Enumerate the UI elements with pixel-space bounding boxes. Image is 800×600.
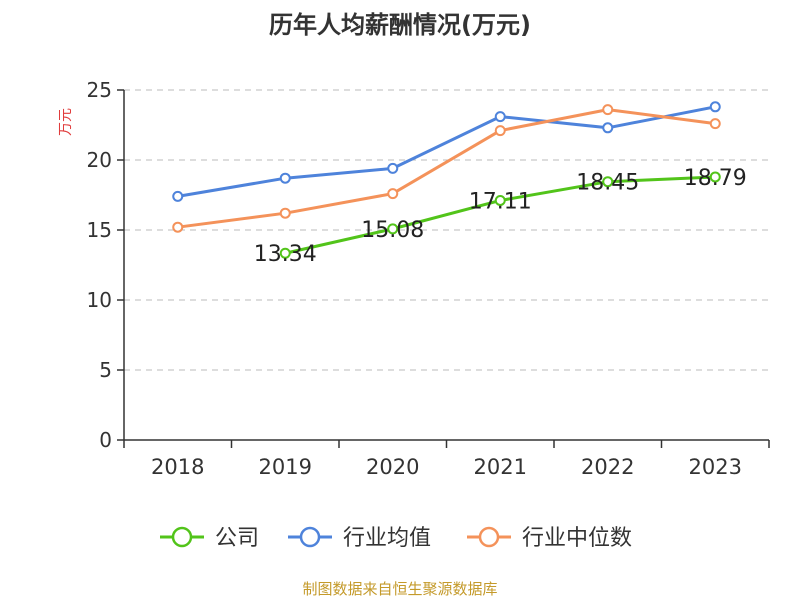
legend-label: 行业均值: [343, 526, 431, 551]
data-label: 15.08: [361, 218, 424, 243]
legend-marker: [478, 526, 500, 548]
data-label: 18.79: [684, 166, 747, 191]
x-tick-labels: 2018 2019 2020 2021 2022 2023: [151, 455, 742, 479]
data-point: [172, 221, 184, 233]
data-point: [602, 176, 614, 188]
axes: [117, 89, 770, 448]
x-tick-label: 2019: [259, 455, 312, 479]
y-tick-label: 0: [99, 428, 112, 452]
data-point: [709, 171, 721, 183]
y-tick-label: 25: [87, 78, 112, 102]
legend: 公司 行业均值 行业中位数: [160, 526, 632, 551]
y-tick-label: 20: [87, 148, 112, 172]
legend-label: 行业中位数: [522, 526, 632, 551]
data-point: [279, 207, 291, 219]
x-tick-label: 2023: [689, 455, 742, 479]
legend-marker: [299, 526, 321, 548]
data-label: 18.45: [576, 171, 639, 196]
y-tick-labels: 0 5 10 15 20 25: [87, 78, 112, 452]
data-point: [709, 101, 721, 113]
data-point: [602, 122, 614, 134]
legend-label: 公司: [215, 526, 259, 551]
grid-lines: [124, 89, 769, 371]
data-point: [494, 125, 506, 137]
data-point: [279, 172, 291, 184]
series-line-2: [177, 108, 716, 229]
y-tick-label: 15: [87, 218, 112, 242]
data-point: [172, 190, 184, 202]
data-point: [602, 104, 614, 116]
data-point: [494, 111, 506, 123]
data-point: [387, 223, 399, 235]
data-point: [709, 118, 721, 130]
data-point: [279, 247, 291, 259]
y-axis-label: 万元: [58, 108, 74, 136]
series-line-0: [284, 175, 716, 255]
data-labels: 13.34 15.08 17.11 18.45 18.79: [254, 166, 747, 267]
data-label: 13.34: [254, 242, 317, 267]
y-tick-label: 10: [87, 288, 112, 312]
x-tick-label: 2020: [366, 455, 419, 479]
data-label: 17.11: [469, 189, 532, 214]
data-point: [387, 162, 399, 174]
data-point: [387, 188, 399, 200]
data-point: [494, 194, 506, 206]
x-tick-label: 2021: [474, 455, 527, 479]
x-tick-label: 2022: [581, 455, 634, 479]
chart-title: 历年人均薪酬情况(万元): [269, 11, 531, 39]
series-group: [172, 101, 721, 259]
series-line-1: [177, 105, 716, 198]
source-note: 制图数据来自恒生聚源数据库: [302, 580, 497, 598]
y-tick-label: 5: [99, 358, 112, 382]
x-tick-label: 2018: [151, 455, 204, 479]
legend-marker: [171, 526, 193, 548]
